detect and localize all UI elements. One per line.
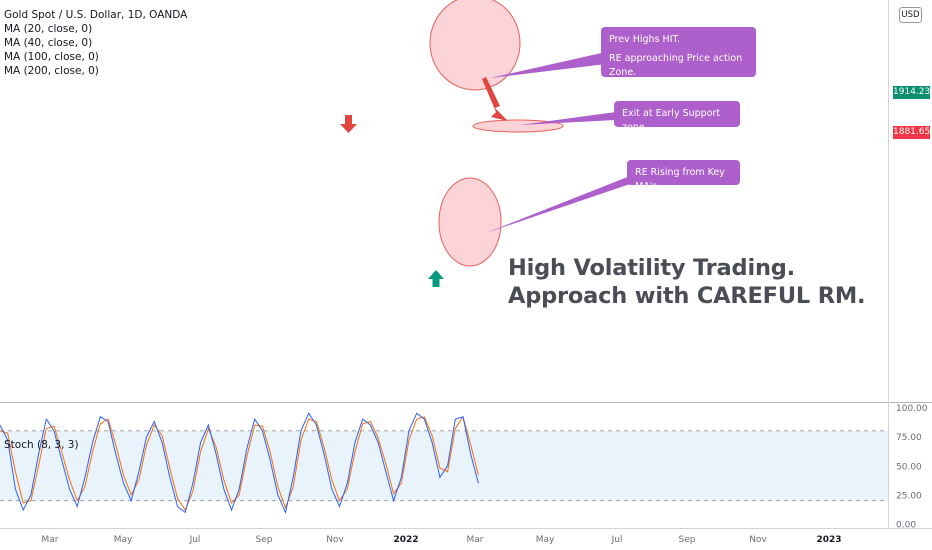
x-tick-label: Nov	[749, 535, 767, 545]
callout-rising-pointer	[486, 176, 630, 233]
callout-prev-highs-line1: Prev Highs HIT.	[609, 34, 681, 45]
callout-exit-pointer	[520, 112, 616, 125]
stoch-legend[interactable]: Stoch (8, 3, 3)	[4, 439, 79, 451]
x-tick-label: Mar	[42, 535, 59, 545]
exit-arrow-icon	[482, 77, 508, 121]
callout-rising-text: RE Rising from Key MA's.	[635, 167, 725, 192]
volatility-note-line2: Approach with CAREFUL RM.	[508, 283, 866, 309]
osc-tick-label: 75.00	[896, 433, 922, 443]
x-tick-label: May	[536, 535, 555, 545]
x-tick-label: Jul	[189, 535, 201, 545]
x-tick-label: Sep	[679, 535, 696, 545]
down-arrow-icon	[340, 115, 357, 133]
stoch-k-line	[0, 412, 479, 515]
x-tick-label: Sep	[256, 535, 273, 545]
x-tick-label: Nov	[326, 535, 344, 545]
x-tick-label: 2023	[816, 535, 841, 545]
x-tick-label: Jul	[611, 535, 623, 545]
callout-prev-highs-line2: RE approaching Price action Zone.	[609, 52, 743, 78]
ma200-legend[interactable]: MA (200, close, 0)	[4, 65, 99, 77]
callout-exit-text: Exit at Early Support zone.	[622, 108, 721, 133]
osc-tick-label: 100.00	[896, 404, 928, 414]
osc-tick-label: 25.00	[896, 491, 922, 501]
osc-tick-label: 50.00	[896, 462, 922, 472]
support-price-tag: 1881.650	[893, 126, 932, 139]
ma-zone-ellipse	[438, 177, 502, 267]
callout-exit[interactable]: Exit at Early Support zone.	[614, 101, 740, 133]
ma40-legend[interactable]: MA (40, close, 0)	[4, 37, 93, 49]
x-tick-label: May	[114, 535, 133, 545]
x-tick-label: 2022	[393, 535, 418, 545]
ma20-legend[interactable]: MA (20, close, 0)	[4, 23, 93, 35]
callout-prev-highs-pointer	[490, 52, 606, 78]
callout-rising[interactable]: RE Rising from Key MA's.	[627, 160, 740, 192]
volatility-note: High Volatility Trading. Approach with C…	[508, 254, 866, 310]
up-arrow-icon	[428, 270, 444, 287]
x-tick-label: Mar	[467, 535, 484, 545]
volatility-note-line1: High Volatility Trading.	[508, 255, 796, 281]
last-price-tag: 1914.230	[893, 86, 932, 99]
currency-badge[interactable]: USD	[899, 7, 922, 23]
callout-prev-highs[interactable]: Prev Highs HIT. RE approaching Price act…	[601, 27, 756, 78]
osc-tick-label: 0.00	[896, 521, 916, 531]
prev-highs-zone	[429, 0, 521, 91]
ma100-legend[interactable]: MA (100, close, 0)	[4, 51, 99, 63]
symbol-legend[interactable]: Gold Spot / U.S. Dollar, 1D, OANDA	[4, 9, 188, 21]
